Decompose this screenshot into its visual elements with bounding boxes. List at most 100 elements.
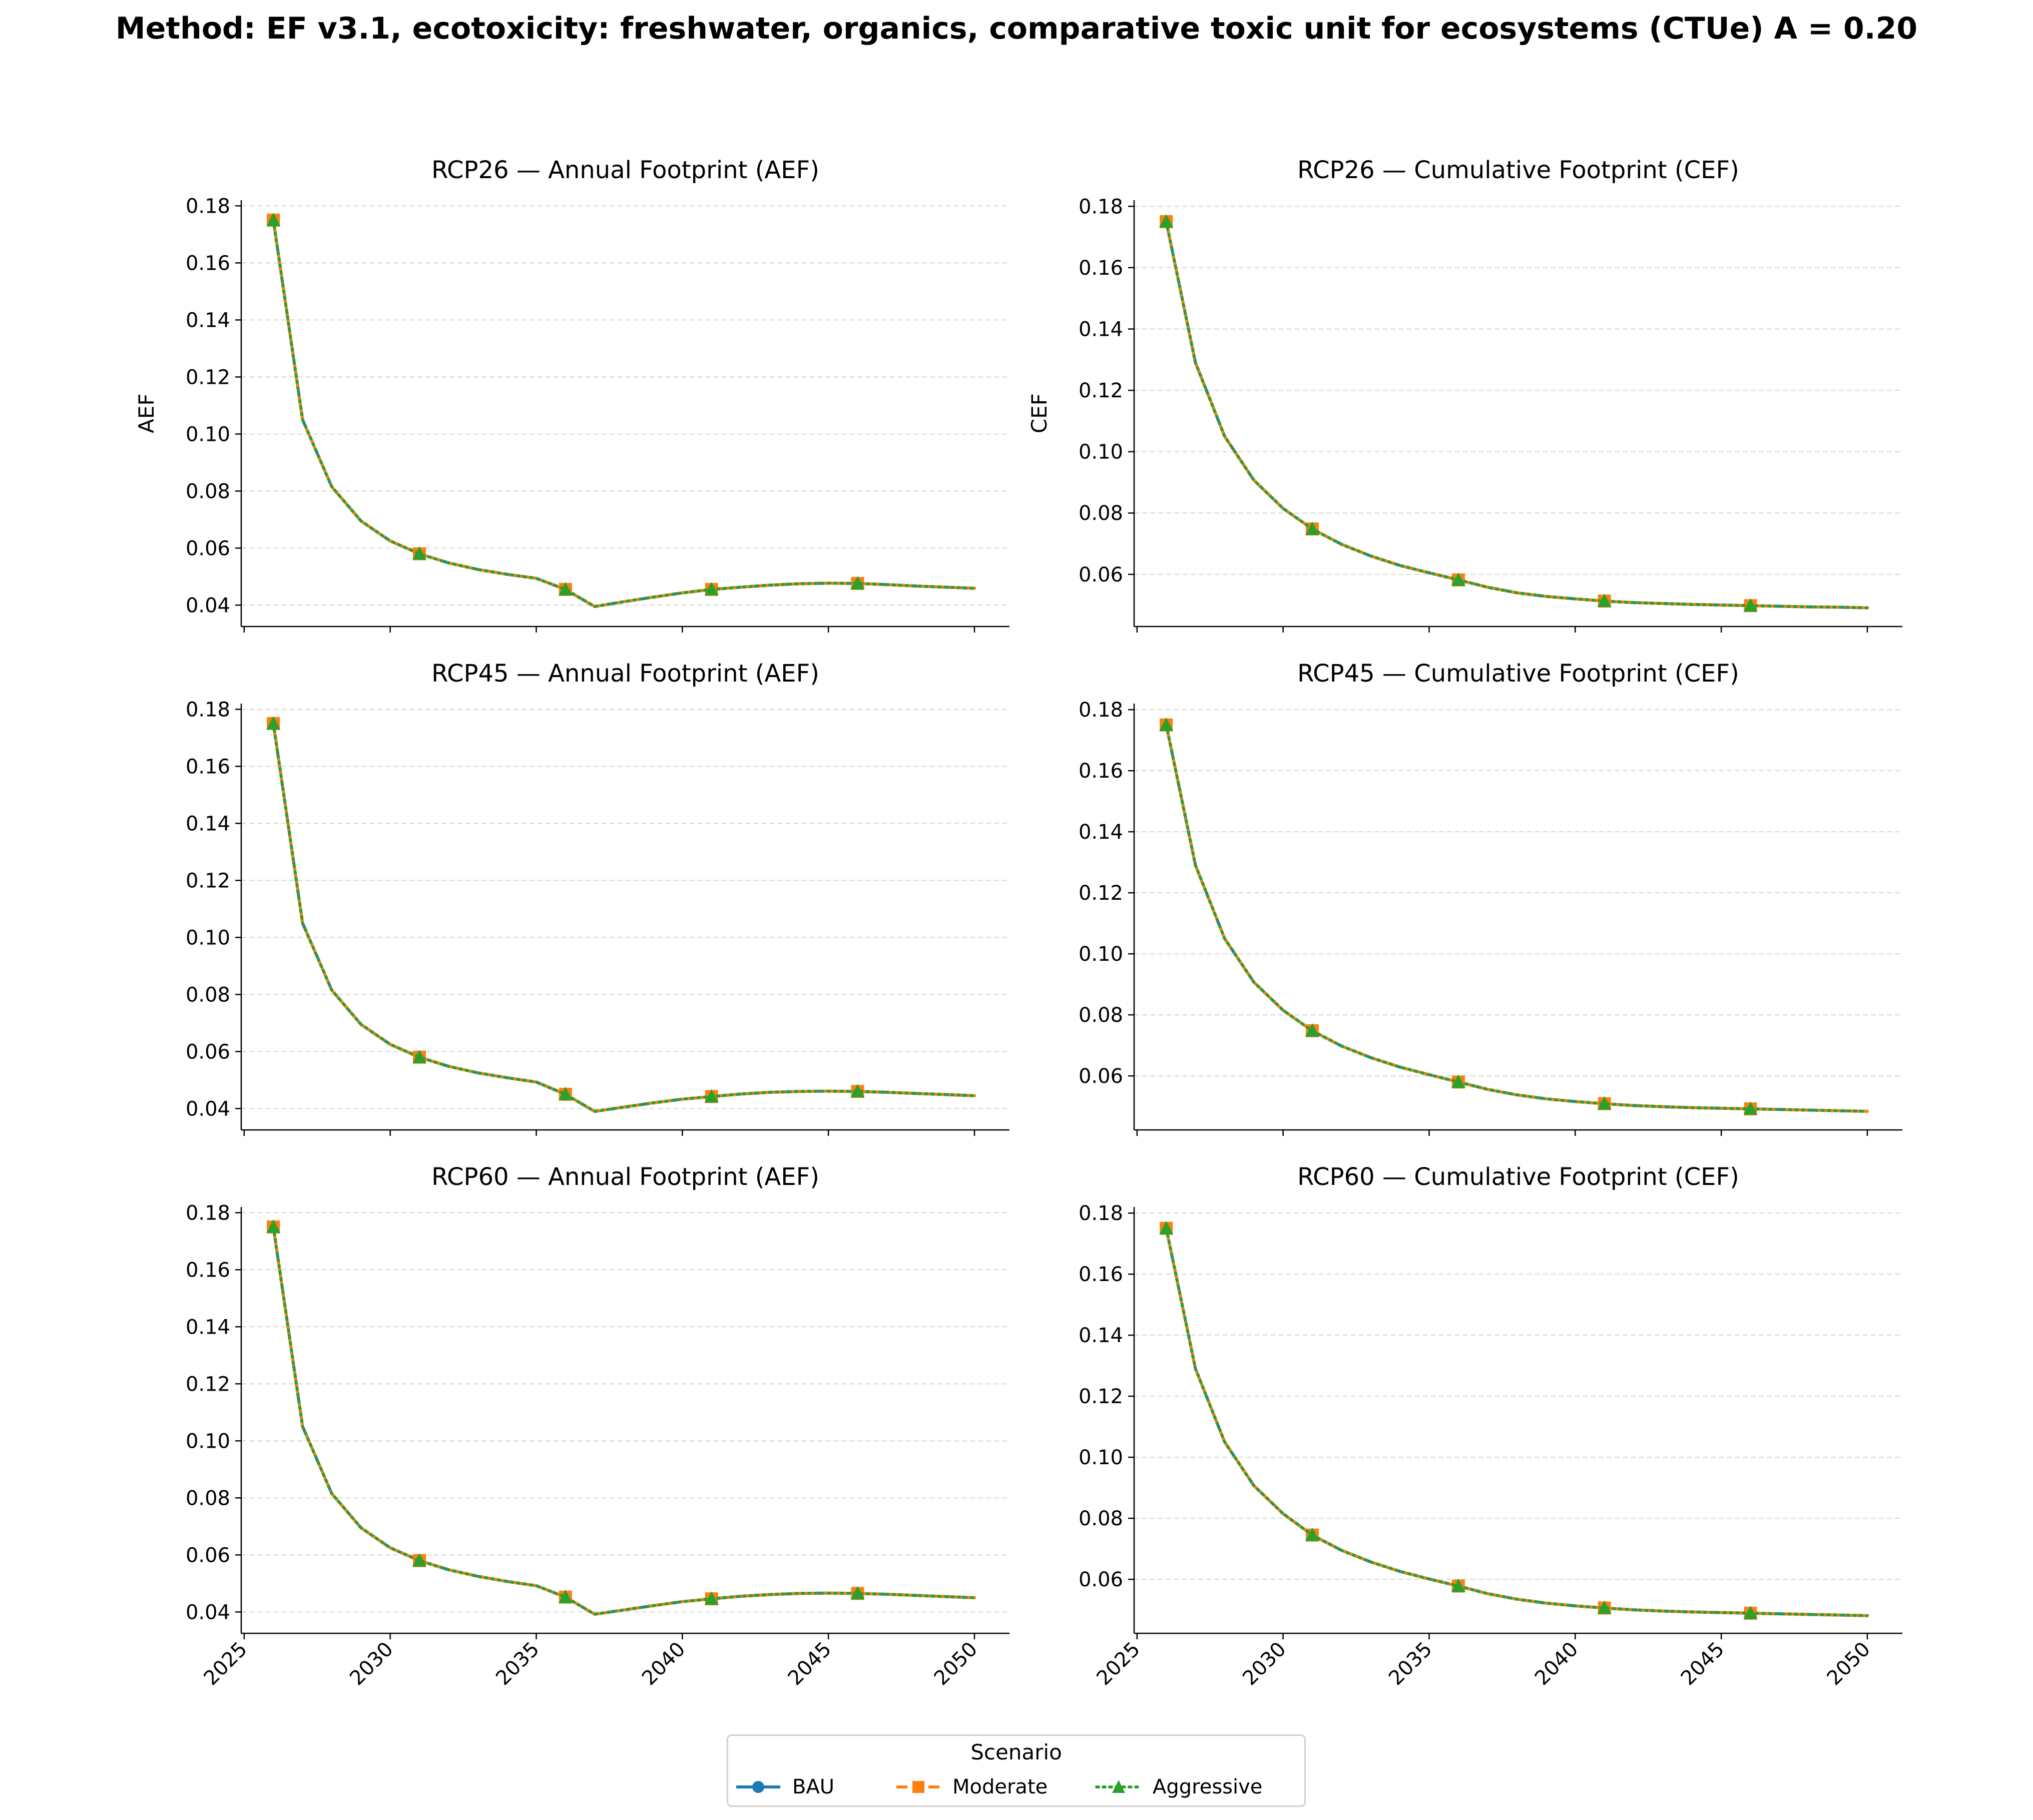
data-point-aggressive [1743,598,1758,612]
data-point-aggressive [412,546,427,560]
x-tick-label: 2050 [930,1638,982,1690]
y-tick-label: 0.06 [186,1040,230,1063]
y-tick-label: 0.18 [186,1201,230,1225]
subplot-title: RCP45 — Cumulative Footprint (CEF) [1297,660,1739,688]
x-tick-label: 2030 [345,1638,398,1690]
y-tick-label: 0.10 [186,423,230,446]
data-point-aggressive [704,1089,719,1103]
y-tick-label: 0.12 [1079,1385,1123,1408]
x-tick-label: 2035 [491,1638,544,1690]
data-point-aggressive [412,1553,427,1567]
y-tick-label: 0.18 [1079,1202,1123,1225]
y-tick-label: 0.08 [1079,1004,1123,1027]
data-point-aggressive [1743,1605,1758,1619]
subplot-title: RCP45 — Annual Footprint (AEF) [431,660,819,688]
data-point-aggressive [850,575,865,589]
y-tick-label: 0.16 [186,252,230,275]
legend-entry-moderate: Moderate [893,1772,1048,1802]
y-tick-label: 0.16 [1079,1263,1123,1286]
legend-swatch-moderate [896,1781,940,1793]
subplot-3: 0.04 0.06 0.08 0.10 0.12 0.14 0.16 0.18 RCP45 — … [186,660,1009,1136]
series-line-moderate [1165,1227,1869,1617]
chart-canvas: 0.04 0.06 0.08 0.10 0.12 0.14 0.16 0.18 RCP26 — … [134,156,1902,1690]
y-tick-label: 0.16 [1079,257,1123,280]
legend-swatch-aggressive [1095,1780,1142,1793]
data-point-aggressive [1159,717,1174,731]
legend-label-bau: BAU [792,1775,835,1798]
series-line-moderate [272,1225,976,1616]
subplot-5: 0.04 0.06 0.08 0.10 0.12 0.14 0.16 0.18 2025 2030… [186,1163,1009,1690]
series-line-aggressive [1165,1227,1869,1617]
data-point-aggressive [1305,1527,1320,1541]
subplot-title: RCP60 — Cumulative Footprint (CEF) [1297,1163,1739,1191]
y-tick-label: 0.12 [1079,379,1123,402]
x-tick-label: 2040 [638,1638,690,1690]
subplot-title: RCP26 — Cumulative Footprint (CEF) [1297,156,1739,184]
series-line-moderate [1165,723,1869,1113]
series-line-moderate [1165,220,1869,610]
y-tick-label: 0.16 [186,1259,230,1282]
data-point-aggressive [266,716,281,730]
data-point-aggressive [266,1219,281,1233]
data-point-aggressive [1597,593,1612,608]
series-line-aggressive [1165,220,1869,610]
y-tick-label: 0.08 [186,1487,230,1510]
y-tick-label: 0.04 [186,1097,230,1120]
y-tick-label: 0.10 [186,1430,230,1453]
y-tick-label: 0.12 [186,869,230,892]
y-tick-label: 0.16 [186,755,230,778]
data-point-aggressive [704,1591,719,1605]
legend-label-moderate: Moderate [952,1775,1048,1798]
y-tick-label: 0.10 [1079,1446,1123,1469]
y-tick-label: 0.06 [1079,563,1123,586]
legend-entry-aggressive: Aggressive [1094,1772,1262,1802]
data-point-aggressive [1743,1101,1758,1115]
data-point-aggressive [1305,521,1320,535]
data-point-aggressive [1451,1578,1465,1592]
y-tick-label: 0.04 [186,1601,230,1624]
y-tick-label: 0.10 [1079,441,1123,464]
data-point-aggressive [266,212,281,226]
x-tick-label: 2025 [199,1638,252,1690]
data-point-aggressive [704,581,719,595]
y-tick-label: 0.12 [186,1373,230,1396]
x-tick-label: 2045 [1677,1638,1729,1690]
y-tick-label: 0.14 [1079,1324,1123,1347]
data-point-aggressive [1159,1221,1174,1235]
data-point-aggressive [1159,214,1174,228]
data-point-aggressive [1597,1096,1612,1110]
data-point-aggressive [558,581,573,595]
y-axis-label: AEF [134,393,159,433]
y-tick-label: 0.14 [1079,821,1123,844]
data-point-aggressive [412,1049,427,1063]
y-axis-label: CEF [1027,393,1052,433]
subplot-2: 0.06 0.08 0.10 0.12 0.14 0.16 0.18 RCP26 — Cumu… [1027,156,1902,633]
y-tick-label: 0.14 [186,309,230,332]
subplot-title: RCP60 — Annual Footprint (AEF) [431,1163,819,1191]
data-point-aggressive [558,1086,573,1100]
x-tick-label: 2050 [1823,1638,1875,1690]
y-tick-label: 0.06 [186,537,230,560]
subplot-6: 0.06 0.08 0.10 0.12 0.14 0.16 0.18 2025 2030 2035… [1079,1163,1902,1690]
y-tick-label: 0.16 [1079,760,1123,783]
y-tick-label: 0.08 [1079,1507,1123,1530]
y-tick-label: 0.12 [186,366,230,389]
subplot-title: RCP26 — Annual Footprint (AEF) [431,156,819,184]
x-tick-label: 2035 [1384,1638,1437,1690]
y-tick-label: 0.08 [186,480,230,503]
y-tick-label: 0.14 [186,812,230,835]
series-line-aggressive [272,722,976,1113]
legend-entry-bau: BAU [733,1772,834,1802]
series-line-aggressive [272,1225,976,1616]
series-line-bau [1165,220,1869,610]
y-tick-label: 0.06 [1079,1065,1123,1088]
data-point-aggressive [1597,1600,1612,1614]
y-tick-label: 0.06 [1079,1568,1123,1591]
y-tick-label: 0.14 [1079,318,1123,341]
data-point-aggressive [850,1084,865,1098]
y-tick-label: 0.12 [1079,882,1123,905]
y-tick-label: 0.06 [186,1544,230,1567]
x-tick-label: 2030 [1238,1638,1291,1690]
y-tick-label: 0.10 [1079,943,1123,966]
